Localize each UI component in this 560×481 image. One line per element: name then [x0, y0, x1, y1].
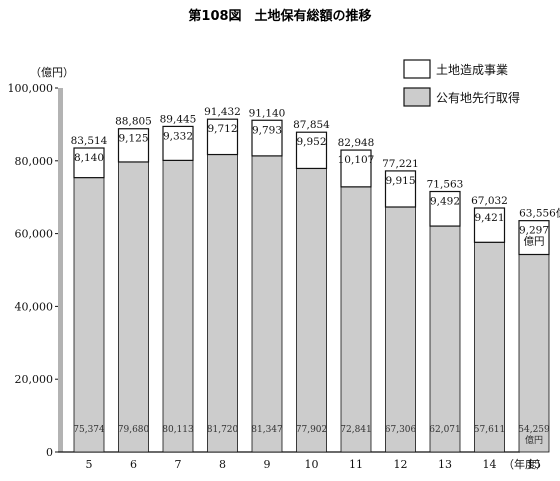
bar-total-label: 67,032	[471, 195, 508, 207]
y-axis-band	[58, 88, 63, 452]
y-tick-label: 20,000	[15, 373, 54, 386]
bar-total-label: 63,556億円	[519, 207, 560, 220]
y-tick-label: 40,000	[15, 300, 54, 313]
bar-segment-public-land	[474, 241, 505, 453]
land-development-value-label: 8,140	[74, 152, 104, 164]
public-land-value-label: 77,902	[296, 425, 328, 435]
x-tick-label: 6	[130, 458, 137, 471]
bars: 83,514 8,140 75,374 88,805 9,125 79,680 89,445…	[71, 106, 560, 453]
x-tick-label: 8	[219, 458, 226, 471]
legend-item-land-development-label: 土地造成事業	[436, 63, 508, 77]
x-tick-label: 11	[349, 458, 363, 471]
legend-item-public-land-swatch	[403, 87, 431, 107]
public-land-value-label: 72,841	[340, 425, 372, 435]
chart-title: 第108図 土地保有総額の推移	[188, 8, 371, 24]
bar-total-label: 88,805	[115, 116, 152, 128]
bar-segment-public-land	[207, 154, 238, 453]
x-tick-label: 9	[264, 458, 271, 471]
land-development-value-label: 9,712	[207, 123, 237, 135]
land-development-value-label: 9,793	[252, 124, 282, 136]
public-land-value-label: 81,347	[251, 425, 283, 435]
land-development-value-label: 9,952	[296, 136, 326, 148]
bar-total-label: 71,563	[427, 179, 464, 191]
x-tick-label: 15	[527, 458, 541, 471]
x-tick-label: 12	[394, 458, 408, 471]
bar-segment-land-development	[384, 170, 417, 208]
public-land-value-label: 75,374	[73, 425, 105, 435]
land-development-value-label: 9,421	[474, 212, 504, 224]
bar-segment-land-development	[206, 118, 239, 156]
land-development-value-label: 9,125	[118, 133, 148, 145]
bar-segment-public-land	[340, 186, 372, 453]
legend-item-land-development-swatch	[403, 59, 431, 79]
bar-segment-land-development	[340, 149, 372, 188]
legend-item-public-land-label: 公有地先行取得	[436, 90, 520, 105]
bar-segment-public-land	[251, 155, 283, 453]
y-tick-label: 100,000	[8, 82, 54, 95]
x-tick-label: 13	[438, 458, 452, 471]
bar-segment-public-land	[162, 159, 194, 453]
x-axis-unit-label: （年度）	[503, 457, 547, 471]
public-land-value-label: 54,259	[518, 425, 550, 435]
public-land-value-label: 79,680	[118, 425, 150, 435]
bar-segment-land-development	[295, 131, 328, 170]
x-tick-label: 5	[86, 458, 93, 471]
bar-segment-public-land	[296, 168, 327, 453]
bar-segment-public-land	[385, 206, 416, 453]
land-development-unit-label: 億円	[524, 235, 545, 248]
bar-segment-public-land	[118, 161, 149, 453]
bar-segment-land-development	[162, 125, 194, 161]
x-tick-label: 10	[305, 458, 319, 471]
y-tick-label: 80,000	[15, 155, 54, 168]
axes: 0 20,000 40,000 60,000 80,000 100,000 5 6 7 8 9 10 1…	[8, 82, 542, 471]
public-land-value-label: 67,306	[385, 425, 417, 435]
x-tick-label: 14	[483, 458, 497, 471]
bar-segment-land-development	[73, 147, 105, 179]
bar-segment-public-land	[73, 177, 105, 453]
bar-segment-land-development	[518, 220, 550, 256]
bar-total-label: 91,140	[249, 107, 286, 119]
public-land-value-label: 57,611	[474, 425, 506, 435]
bar-total-label: 83,514	[71, 135, 108, 147]
public-land-value-label: 62,071	[429, 425, 461, 435]
land-development-value-label: 9,915	[385, 175, 415, 187]
y-tick-label: 0	[46, 446, 53, 459]
bar-total-label: 77,221	[382, 158, 419, 170]
x-tick-label: 7	[175, 458, 182, 471]
y-tick-label: 60,000	[15, 228, 54, 241]
land-development-value-label: 9,297	[519, 225, 549, 237]
land-development-value-label: 9,332	[163, 130, 193, 142]
bar-total-label: 89,445	[160, 113, 197, 125]
public-land-value-label: 80,113	[162, 425, 194, 435]
bar-total-label: 82,948	[338, 137, 375, 149]
public-land-value-label: 81,720	[207, 425, 239, 435]
bar-segment-land-development	[473, 207, 506, 243]
public-land-unit-label: 億円	[525, 434, 543, 446]
land-development-value-label: 10,107	[338, 154, 375, 166]
bar-segment-land-development	[429, 190, 461, 227]
y-axis-unit-label: （億円）	[30, 66, 74, 79]
bar-segment-public-land	[429, 225, 461, 453]
bar-total-label: 91,432	[204, 106, 241, 118]
bar-total-label: 87,854	[293, 119, 330, 131]
bar-segment-public-land	[518, 254, 550, 453]
bar-segment-land-development	[251, 119, 283, 157]
land-development-value-label: 9,492	[430, 196, 460, 208]
bar-segment-land-development	[117, 128, 150, 163]
